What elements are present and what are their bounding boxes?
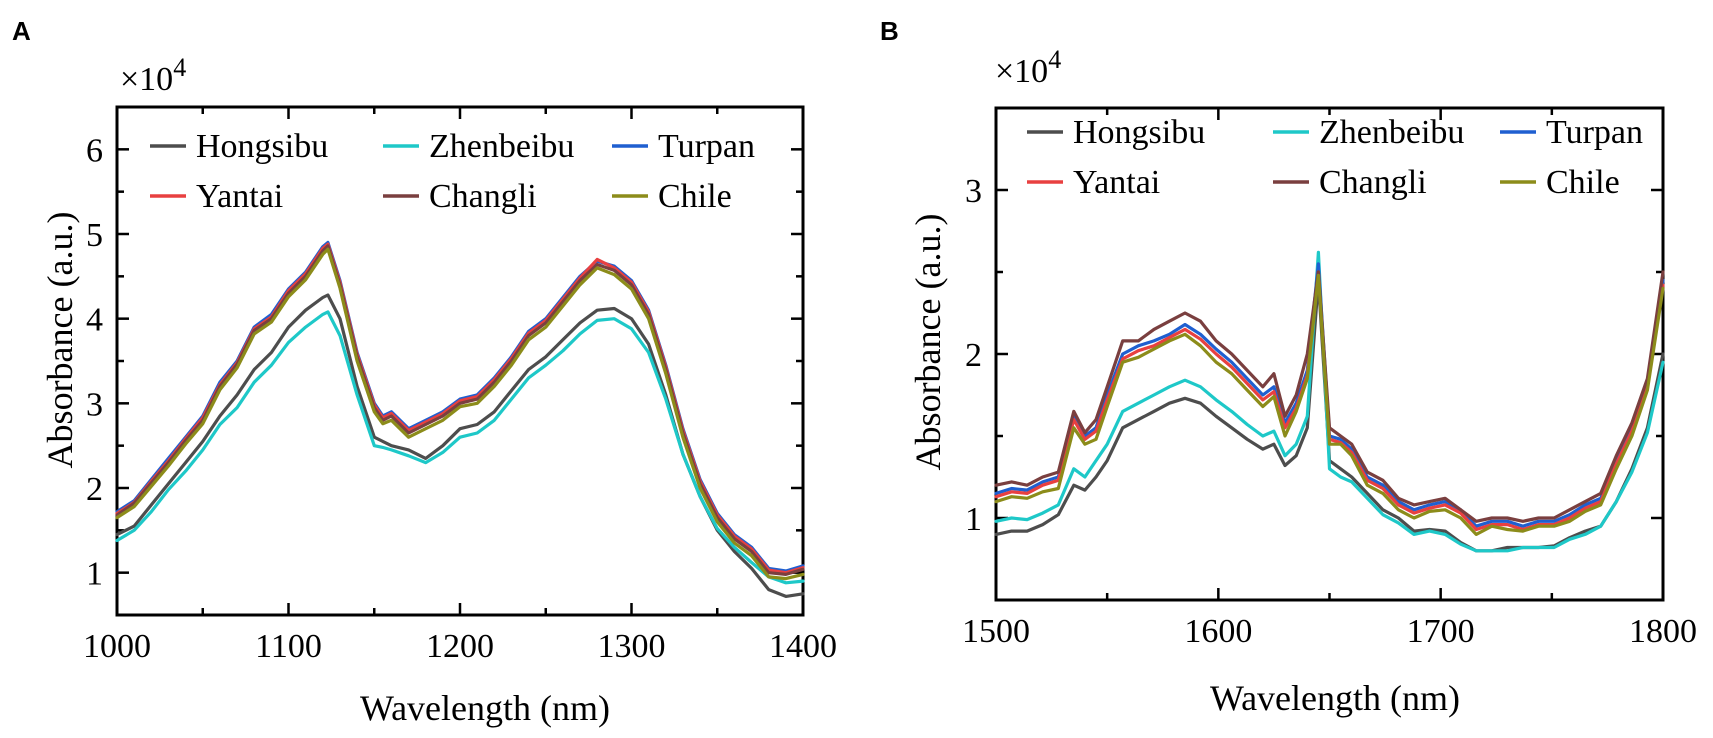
legend-label-yantai: Yantai [196,178,283,215]
series-line-zhenbeibu [115,310,805,585]
series-line-turpan [994,262,1665,528]
legend-label-hongsibu: Hongsibu [1073,114,1205,151]
x-tick-label: 1000 [83,628,151,665]
panel-label-b: B [880,16,899,46]
y-tick-label: 3 [86,386,103,423]
plot-area-b: 1500 1600 1700 1800 1 2 3 [962,106,1697,650]
series-line-chile [115,247,805,581]
series-line-yantai [994,270,1665,532]
exponent-label-b: ×104 [995,45,1061,90]
x-tick-label: 1100 [255,628,322,665]
legend-label-chile: Chile [1546,164,1620,201]
y-tick-label: 2 [965,337,982,374]
legend-label-zhenbeibu: Zhenbeibu [429,128,574,165]
series-line-zhenbeibu [994,250,1665,553]
legend-label-zhenbeibu: Zhenbeibu [1319,114,1464,151]
series-line-changli [994,270,1665,523]
legend-a: Hongsibu Zhenbeibu Turpan Yantai Changli Chil… [150,128,755,215]
legend-label-turpan: Turpan [658,128,755,165]
y-tick-label: 4 [86,302,103,339]
x-tick-label: 1300 [598,628,666,665]
series-line-hongsibu [115,293,805,599]
legend-label-turpan: Turpan [1546,114,1643,151]
y-tick-label: 3 [965,173,982,210]
legend-label-hongsibu: Hongsibu [196,128,328,165]
y-axis-title-a: Absorbance (a.u.) [40,212,80,469]
y-tick-label: 1 [965,501,982,538]
legend-label-changli: Changli [1319,164,1427,201]
legend-label-changli: Changli [429,178,537,215]
y-axis-title-b: Absorbance (a.u.) [908,214,948,471]
x-tick-label: 1600 [1184,613,1252,650]
x-axis-title-a: Wavelength (nm) [360,688,610,728]
exponent-label-a: ×104 [120,53,186,98]
legend-label-yantai: Yantai [1073,164,1160,201]
x-tick-label: 1200 [426,628,494,665]
plot-area-a: 1000 1100 1200 1300 1400 1 2 3 4 5 6 [83,105,837,665]
y-tick-label: 6 [86,132,103,169]
panel-label-a: A [12,16,31,46]
x-tick-label: 1500 [962,613,1030,650]
x-axis-title-b: Wavelength (nm) [1210,678,1460,718]
series-line-changli [115,244,805,577]
y-tick-label: 1 [86,556,103,593]
series-line-chile [994,273,1665,537]
x-tick-label: 1400 [769,628,837,665]
legend-b: Hongsibu Zhenbeibu Turpan Yantai Changli Chil… [1027,114,1643,201]
y-tick-label: 2 [86,471,103,508]
y-tick-label: 5 [86,217,103,254]
x-tick-label: 1800 [1629,613,1697,650]
panel-a: A ×104 1000 1100 1200 1300 1400 1 2 3 4 5 6 Hongsi… [12,16,837,728]
panel-b: B ×104 1500 1600 1700 1800 1 2 3 Hongsibu Zhenb… [880,16,1697,718]
legend-label-chile: Chile [658,178,732,215]
x-tick-label: 1700 [1407,613,1475,650]
